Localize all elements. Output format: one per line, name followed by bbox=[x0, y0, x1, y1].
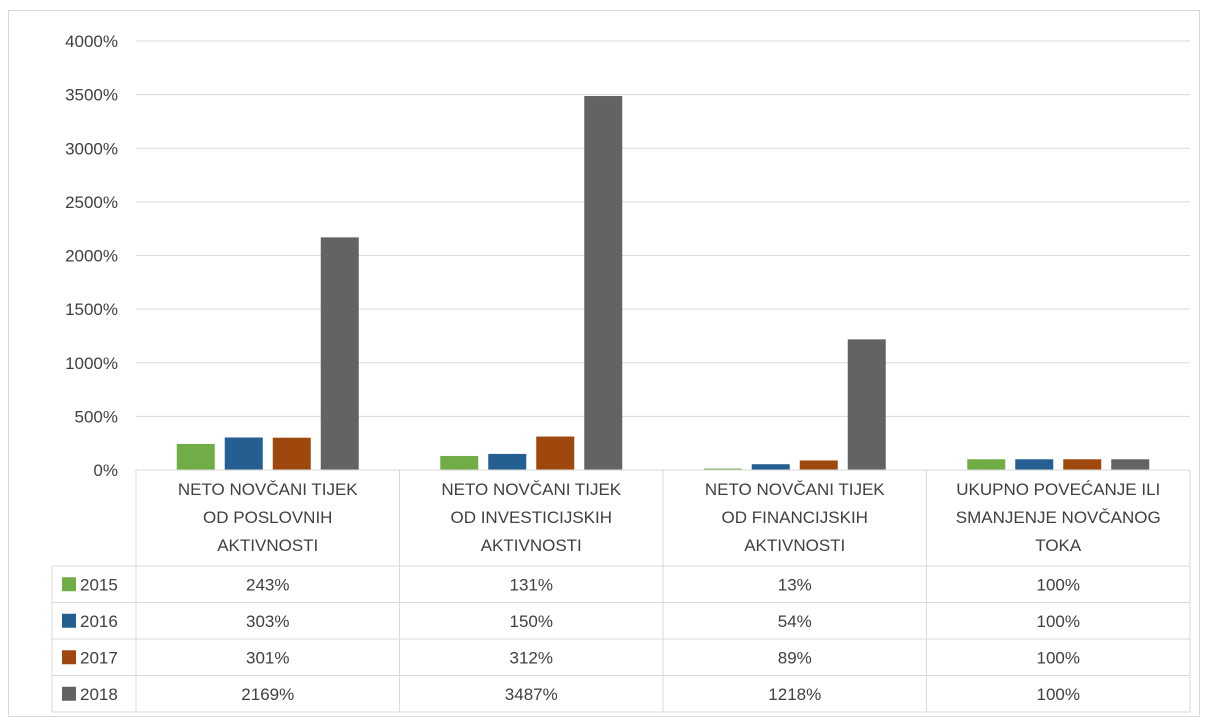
bar bbox=[1015, 459, 1054, 470]
data-label: 100% bbox=[1037, 648, 1080, 667]
bar bbox=[967, 459, 1006, 470]
legend-swatch bbox=[62, 577, 76, 592]
bar bbox=[488, 453, 527, 470]
y-tick-label: 2000% bbox=[65, 247, 118, 266]
legend-label: 2018 bbox=[80, 685, 118, 704]
category-label: UKUPNO POVEĆANJE ILI bbox=[956, 480, 1160, 499]
data-label: 89% bbox=[778, 648, 812, 667]
data-label: 100% bbox=[1037, 685, 1080, 704]
bar bbox=[751, 464, 790, 470]
bar bbox=[584, 96, 623, 470]
bar bbox=[847, 339, 886, 470]
data-label: 301% bbox=[246, 648, 289, 667]
data-label: 150% bbox=[510, 612, 553, 631]
category-label: AKTIVNOSTI bbox=[217, 536, 318, 555]
y-tick-label: 2500% bbox=[65, 193, 118, 212]
chart-frame bbox=[8, 10, 1200, 717]
category-label: NETO NOVČANI TIJEK bbox=[178, 480, 358, 499]
data-label: 131% bbox=[510, 575, 553, 594]
data-label: 13% bbox=[778, 575, 812, 594]
y-tick-label: 1500% bbox=[65, 300, 118, 319]
category-label: NETO NOVČANI TIJEK bbox=[705, 480, 885, 499]
y-tick-label: 500% bbox=[75, 407, 118, 426]
bar bbox=[799, 460, 838, 470]
data-label: 303% bbox=[246, 612, 289, 631]
category-label: NETO NOVČANI TIJEK bbox=[441, 480, 621, 499]
y-tick-label: 3000% bbox=[65, 139, 118, 158]
bar bbox=[1063, 459, 1102, 470]
category-label: OD FINANCIJSKIH bbox=[722, 508, 868, 527]
bar bbox=[440, 455, 479, 470]
legend-swatch bbox=[62, 650, 76, 665]
data-label: 243% bbox=[246, 575, 289, 594]
y-tick-label: 4000% bbox=[65, 32, 118, 51]
data-label: 312% bbox=[510, 648, 553, 667]
category-label: OD POSLOVNIH bbox=[203, 508, 332, 527]
bar bbox=[224, 437, 263, 470]
legend-swatch bbox=[62, 613, 76, 628]
data-label: 100% bbox=[1037, 612, 1080, 631]
y-tick-label: 1000% bbox=[65, 354, 118, 373]
bar bbox=[272, 437, 311, 470]
legend-label: 2016 bbox=[80, 612, 118, 631]
bar bbox=[320, 237, 359, 470]
bar bbox=[1111, 459, 1150, 470]
category-label: AKTIVNOSTI bbox=[744, 536, 845, 555]
data-label: 1218% bbox=[768, 685, 821, 704]
legend-label: 2017 bbox=[80, 648, 118, 667]
category-label: AKTIVNOSTI bbox=[481, 536, 582, 555]
legend-label: 2015 bbox=[80, 575, 118, 594]
bar bbox=[703, 468, 742, 470]
data-label: 3487% bbox=[505, 685, 558, 704]
data-label: 54% bbox=[778, 612, 812, 631]
category-label: OD INVESTICIJSKIH bbox=[450, 508, 612, 527]
category-label: SMANJENJE NOVČANOG bbox=[956, 508, 1161, 527]
y-tick-label: 0% bbox=[93, 461, 118, 480]
data-label: 100% bbox=[1037, 575, 1080, 594]
bar bbox=[176, 443, 215, 470]
category-label: TOKA bbox=[1035, 536, 1082, 555]
legend-swatch bbox=[62, 686, 76, 701]
data-label: 2169% bbox=[241, 685, 294, 704]
bar bbox=[536, 436, 575, 470]
y-tick-label: 3500% bbox=[65, 86, 118, 105]
